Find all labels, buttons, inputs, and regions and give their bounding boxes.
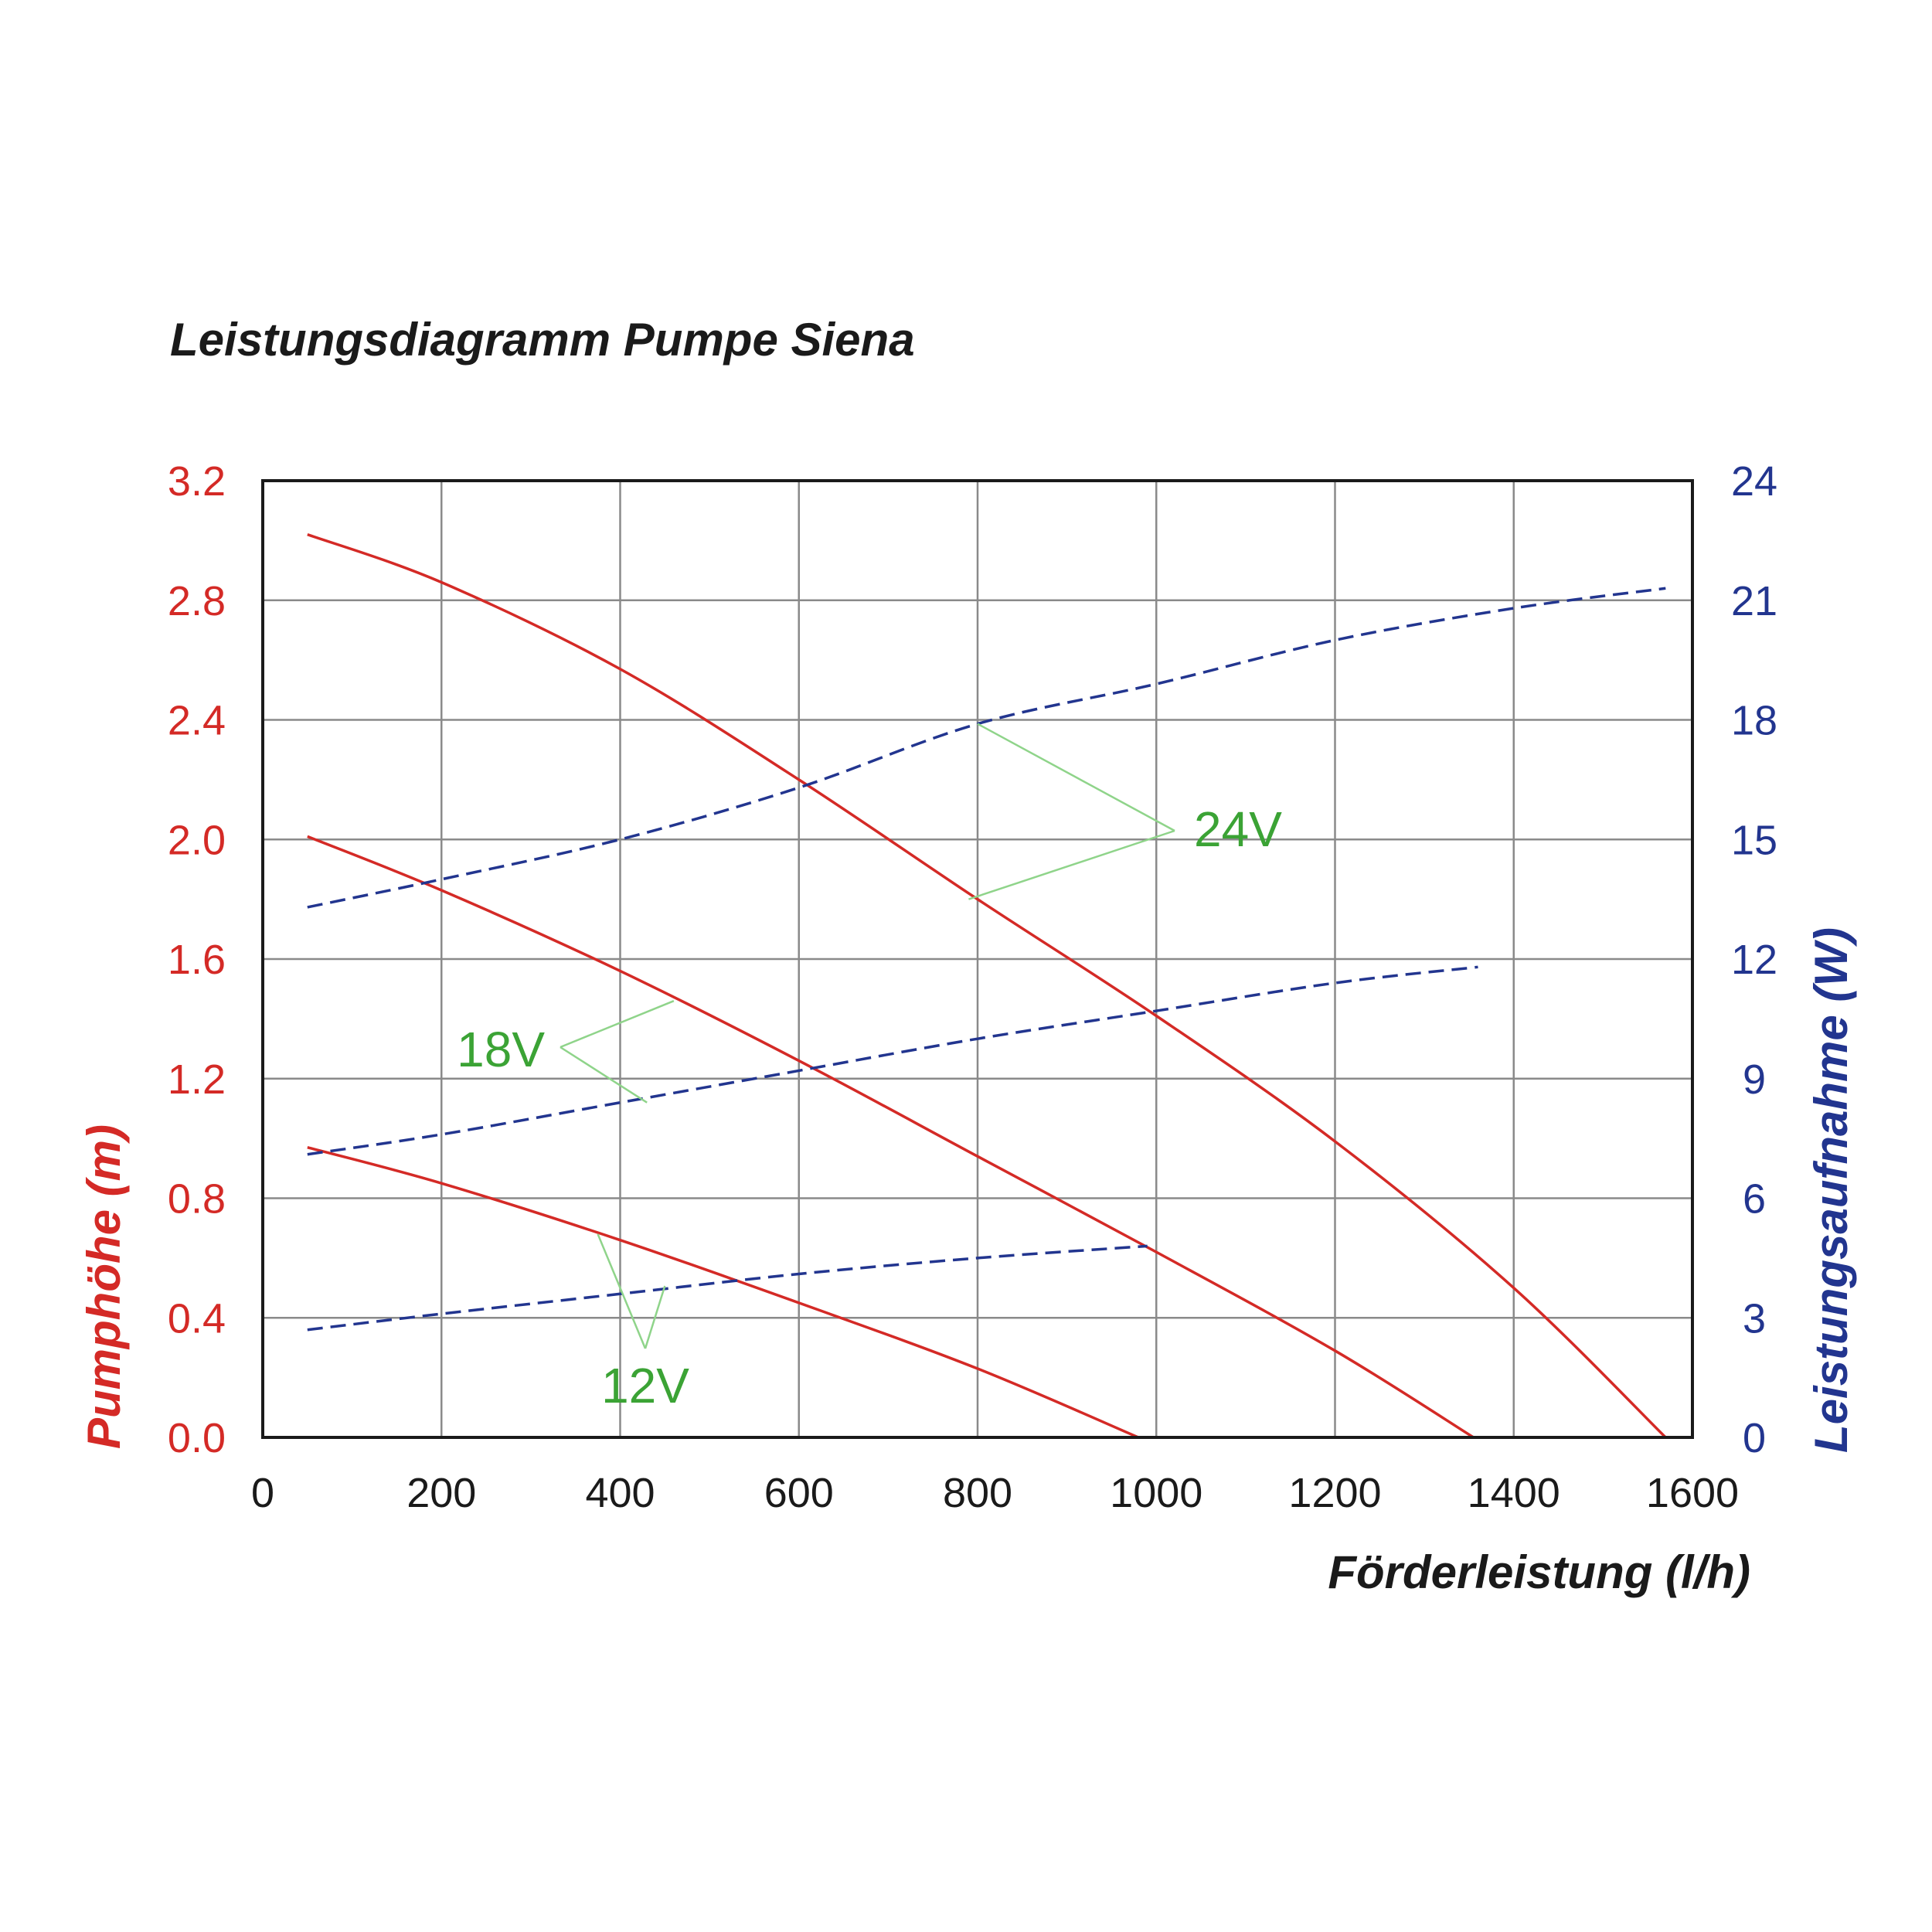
power-curve-18v: [307, 965, 1478, 1156]
x-tick-label: 1400: [1468, 1470, 1560, 1516]
x-tick-label: 600: [764, 1470, 834, 1516]
y-left-tick-label: 0.0: [168, 1415, 226, 1461]
leader-line-12v: [597, 1233, 647, 1349]
y-right-tick-label: 3: [1743, 1295, 1766, 1342]
y-left-tick-label: 3.2: [168, 458, 226, 505]
x-tick-label: 200: [406, 1470, 476, 1516]
y-right-tick-label: 21: [1731, 578, 1777, 624]
voltage-annotations: 24V 18V 12V: [457, 723, 1282, 1413]
plot-frame: [261, 479, 1694, 1439]
y-left-tick-label: 2.0: [168, 817, 226, 863]
power-curve-24v: [307, 587, 1666, 909]
power-curve-12v: [307, 1244, 1148, 1332]
grid: [263, 481, 1692, 1437]
x-tick-label: 1200: [1288, 1470, 1381, 1516]
head-curve-24v: [307, 532, 1667, 1439]
leader-line-24v: [968, 829, 1175, 900]
x-tick-label: 400: [585, 1470, 655, 1516]
y-left-axis-title: Pumphöhe (m): [78, 1124, 130, 1449]
head-curve-18v: [307, 835, 1475, 1439]
leader-line-24v: [977, 723, 1175, 832]
y-right-tick-label: 6: [1743, 1176, 1766, 1223]
y-left-tick-label: 2.8: [168, 578, 226, 624]
x-tick-label: 1600: [1646, 1470, 1739, 1516]
tick-labels: 0 200 400 600 800 1000 1200 1400 1600 0.0 0.4 0.8 1.…: [168, 458, 1777, 1516]
y-left-tick-label: 0.4: [168, 1295, 226, 1342]
x-tick-label: 1000: [1110, 1470, 1202, 1516]
leader-line-12v: [644, 1285, 666, 1349]
y-right-tick-label: 0: [1743, 1415, 1766, 1461]
series: [307, 532, 1667, 1439]
y-right-axis-title: Leistungsaufnahme (W): [1805, 927, 1857, 1453]
x-tick-label: 800: [943, 1470, 1012, 1516]
chart-title: Leistungsdiagramm Pumpe Siena: [170, 314, 915, 366]
y-left-tick-label: 2.4: [168, 698, 226, 744]
y-right-tick-label: 24: [1731, 458, 1777, 505]
leader-line-18v: [560, 1000, 675, 1049]
head-curve-12v: [307, 1146, 1139, 1439]
y-right-tick-label: 12: [1731, 937, 1777, 983]
leader-line-18v: [560, 1046, 648, 1104]
voltage-label-18v: 18V: [457, 1022, 545, 1077]
voltage-label-12v: 12V: [601, 1358, 689, 1413]
y-right-tick-label: 9: [1743, 1056, 1766, 1103]
x-axis-title: Förderleistung (l/h): [1328, 1546, 1750, 1598]
y-left-tick-label: 1.2: [168, 1056, 226, 1103]
y-right-tick-label: 15: [1731, 817, 1777, 863]
y-left-tick-label: 0.8: [168, 1176, 226, 1223]
x-tick-label: 0: [251, 1470, 274, 1516]
y-right-tick-label: 18: [1731, 698, 1777, 744]
voltage-label-24v: 24V: [1194, 801, 1282, 857]
y-left-tick-label: 1.6: [168, 937, 226, 983]
